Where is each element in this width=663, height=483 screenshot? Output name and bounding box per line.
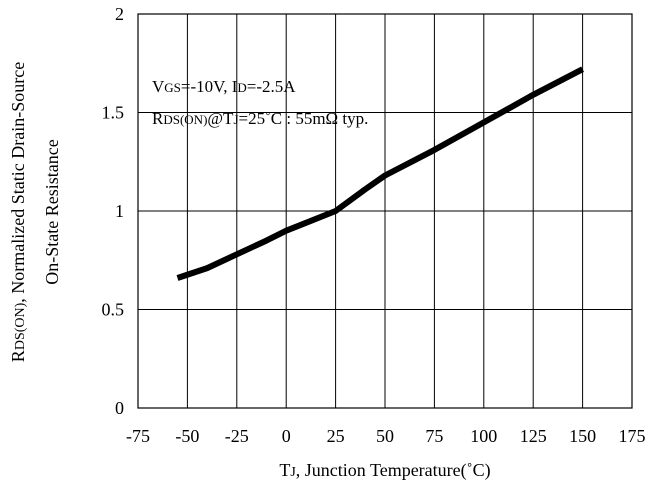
y-tick-label: 0.5 [102,300,125,320]
x-tick-label: -50 [175,426,199,446]
y-tick-label: 0 [115,398,124,418]
y-tick-label: 2 [115,4,124,24]
y-tick-label: 1.5 [102,103,125,123]
x-tick-label: -75 [126,426,150,446]
y-axis-label-line1: RDS(ON), Normalized Static Drain-Source [8,62,28,362]
series-line [176,66,584,281]
label-part: R [8,350,28,362]
label-part: V [152,77,165,96]
label-part: J [233,112,238,127]
label-part: R [152,109,164,128]
label-part: DS(ON) [13,302,28,350]
x-axis-label: TJ, Junction Temperature(˚C) [279,460,490,481]
label-part: DS(ON) [163,112,207,127]
x-tick-label: 125 [520,426,547,446]
x-tick-label: 50 [376,426,394,446]
x-tick-label: 0 [282,426,291,446]
plot-frame [137,13,633,409]
x-tick-label: 175 [619,426,646,446]
annotation-typical-resistance: RDS(ON)@TJ=25˚C : 55mΩ typ. [152,109,368,128]
x-tick-label: 75 [425,426,443,446]
label-part: @T [207,109,234,128]
label-part: T [279,460,290,480]
label-part: =-2.5A [247,77,296,96]
x-tick-label: 150 [569,426,596,446]
label-part: , Normalized Static Drain-Source [8,62,28,303]
label-part: D [237,80,246,95]
x-tick-label: -25 [225,426,249,446]
x-tick-labels: -75 -50 -25 0 25 50 75 100 125 150 175 [126,426,646,446]
label-part: =-10V, I [181,77,238,96]
label-part: =25˚C : 55mΩ typ. [239,109,369,128]
x-tick-label: 25 [327,426,345,446]
annotation-conditions: VGS=-10V, ID=-2.5A [152,77,296,96]
y-tick-labels: 0 0.5 1 1.5 2 [102,4,125,418]
label-part: GS [164,80,181,95]
grid [138,14,632,408]
y-axis-label-line2: On-State Resistance [42,139,62,284]
y-tick-label: 1 [115,201,124,221]
label-part: J [290,465,296,480]
x-tick-label: 100 [470,426,497,446]
label-part: , Junction Temperature(˚C) [296,460,491,481]
